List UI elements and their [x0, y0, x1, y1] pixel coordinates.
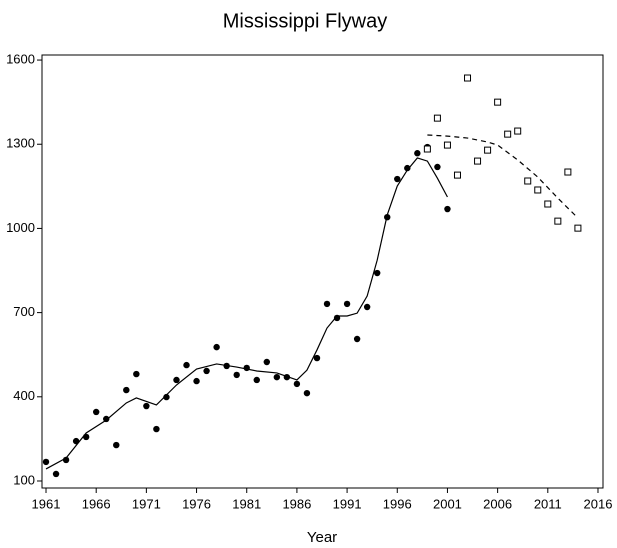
x-tick-label: 1996	[383, 496, 412, 511]
point	[544, 200, 552, 208]
point	[273, 373, 281, 381]
point	[494, 98, 502, 106]
point	[133, 370, 140, 378]
point	[423, 145, 431, 153]
point	[444, 205, 451, 213]
point	[433, 114, 441, 122]
point	[213, 343, 220, 351]
point	[373, 269, 381, 277]
point	[203, 367, 210, 375]
plot-frame	[41, 54, 604, 489]
point	[123, 386, 130, 394]
point	[564, 168, 572, 176]
x-tick-label: 1986	[282, 496, 311, 511]
point	[153, 425, 160, 433]
point	[453, 171, 461, 179]
point	[524, 177, 532, 185]
x-tick-label: 1976	[182, 496, 211, 511]
point	[484, 146, 492, 154]
point	[293, 380, 301, 388]
y-tick-label: 700	[13, 304, 35, 319]
point	[82, 433, 90, 441]
point	[443, 141, 451, 149]
chart-title: Mississippi Flyway	[223, 10, 387, 32]
point	[353, 335, 361, 343]
point	[243, 364, 250, 372]
y-tick-label: 1000	[6, 220, 35, 235]
point	[313, 354, 321, 362]
y-tick-label: 1300	[6, 136, 35, 151]
point	[434, 163, 441, 171]
point	[183, 361, 190, 369]
y-tick-label: 1600	[6, 51, 35, 66]
x-axis-label: Year	[307, 529, 337, 546]
point	[263, 358, 271, 366]
x-tick-label: 2006	[483, 496, 512, 511]
point	[303, 389, 311, 397]
point	[163, 393, 170, 401]
x-tick-label: 2001	[433, 496, 462, 511]
x-tick-label: 1971	[132, 496, 161, 511]
point	[394, 175, 401, 183]
point	[233, 371, 240, 379]
y-tick-label: 100	[13, 472, 35, 487]
point	[113, 441, 120, 449]
point	[504, 130, 512, 138]
point	[464, 74, 472, 82]
point	[52, 470, 60, 478]
point	[143, 402, 150, 410]
x-tick-label: 1966	[82, 496, 111, 511]
x-tick-label: 1961	[32, 496, 61, 511]
point	[514, 127, 522, 135]
y-tick-label: 400	[13, 388, 35, 403]
point	[574, 224, 582, 232]
x-tick-label: 1981	[232, 496, 261, 511]
point	[42, 458, 50, 466]
point	[323, 300, 331, 308]
point	[554, 217, 562, 225]
point	[253, 376, 260, 384]
trend-line	[45, 157, 448, 470]
point	[474, 157, 482, 165]
point	[173, 376, 180, 384]
point	[414, 150, 421, 157]
point	[343, 300, 351, 308]
point	[534, 186, 542, 194]
point	[92, 408, 100, 416]
x-tick-label: 1991	[333, 496, 362, 511]
point	[363, 303, 371, 311]
x-tick-label: 2011	[534, 496, 562, 511]
point	[404, 164, 411, 172]
x-tick-label: 2016	[584, 496, 613, 511]
point	[193, 377, 200, 385]
